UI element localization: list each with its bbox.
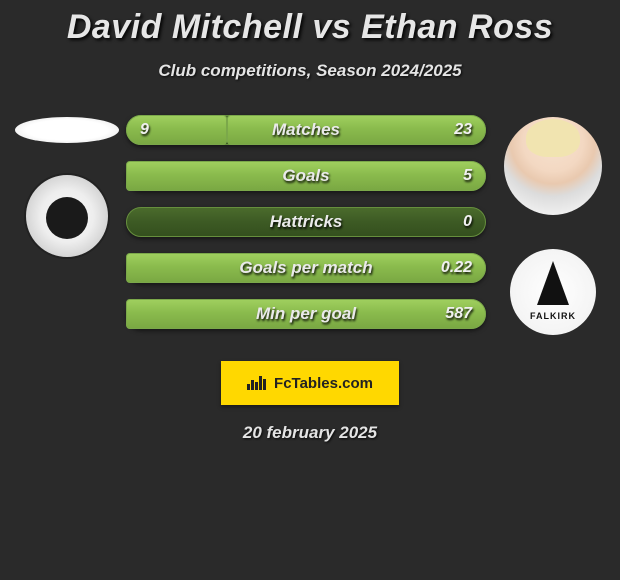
club-badge-right: FALKIRK bbox=[510, 249, 596, 335]
stat-label: Min per goal bbox=[256, 304, 356, 324]
club-badge-left bbox=[24, 173, 110, 259]
player-photo-left bbox=[15, 117, 119, 143]
stat-value-right: 587 bbox=[445, 305, 472, 323]
left-player-column bbox=[8, 117, 126, 259]
main-row: Matches 9 23 Goals 5 Hattricks 0 Goals per matc… bbox=[0, 117, 620, 335]
stat-label: Matches bbox=[272, 120, 340, 140]
stat-value-right: 0 bbox=[463, 213, 472, 231]
bar-chart-icon bbox=[247, 376, 266, 390]
subtitle: Club competitions, Season 2024/2025 bbox=[0, 61, 620, 81]
date-line: 20 february 2025 bbox=[0, 423, 620, 443]
stat-bar: Hattricks 0 bbox=[126, 207, 486, 237]
club-label-right: FALKIRK bbox=[530, 311, 576, 321]
stat-label: Goals per match bbox=[239, 258, 372, 278]
brand-box[interactable]: FcTables.com bbox=[221, 361, 399, 405]
page-title: David Mitchell vs Ethan Ross bbox=[0, 8, 620, 47]
stat-bar: Matches 9 23 bbox=[126, 115, 486, 145]
stat-bars: Matches 9 23 Goals 5 Hattricks 0 Goals per matc… bbox=[126, 115, 486, 329]
comparison-card: David Mitchell vs Ethan Ross Club compet… bbox=[0, 0, 620, 443]
stat-label: Hattricks bbox=[270, 212, 343, 232]
stat-bar: Goals 5 bbox=[126, 161, 486, 191]
stat-label: Goals bbox=[282, 166, 329, 186]
player-photo-right bbox=[504, 117, 602, 215]
stat-bar: Min per goal 587 bbox=[126, 299, 486, 329]
stat-value-right: 0.22 bbox=[441, 259, 472, 277]
brand-text: FcTables.com bbox=[274, 375, 373, 392]
stat-value-right: 23 bbox=[454, 121, 472, 139]
right-player-column: FALKIRK bbox=[494, 117, 612, 335]
stat-value-right: 5 bbox=[463, 167, 472, 185]
stat-value-left: 9 bbox=[140, 121, 149, 139]
stat-bar: Goals per match 0.22 bbox=[126, 253, 486, 283]
